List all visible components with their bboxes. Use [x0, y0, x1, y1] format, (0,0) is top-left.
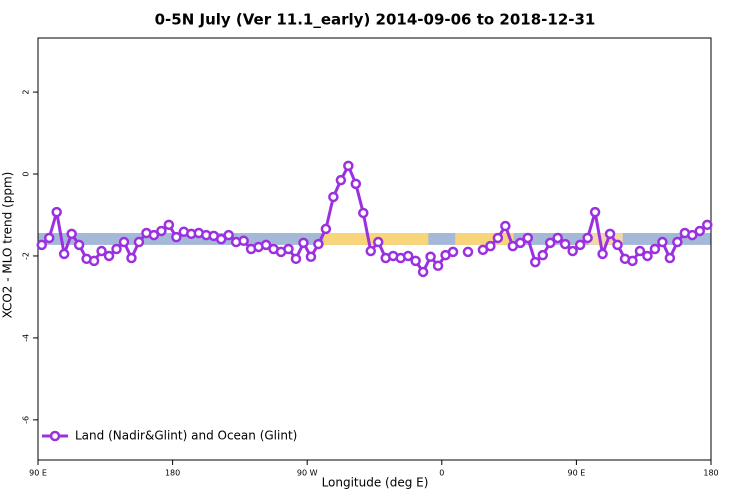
band-segment [588, 233, 623, 245]
data-point [530, 256, 541, 268]
data-point [485, 240, 496, 252]
data-point [313, 238, 324, 250]
data-point [582, 232, 593, 244]
y-tick-label: -2 [22, 252, 31, 260]
data-point [574, 239, 586, 251]
data-point [642, 250, 653, 262]
legend-marker [49, 430, 61, 442]
data-point [522, 232, 534, 244]
x-tick-label: 90 E [29, 469, 47, 478]
data-point [604, 228, 616, 240]
data-point [567, 245, 578, 257]
data-point [118, 236, 130, 248]
y-tick-label: -6 [22, 416, 31, 424]
data-point [260, 239, 272, 251]
data-point [350, 178, 362, 190]
data-point [694, 225, 706, 237]
data-point [111, 243, 122, 255]
data-point [148, 229, 160, 241]
data-point [657, 236, 668, 248]
data-point [238, 235, 249, 247]
data-point [58, 248, 70, 260]
data-point [664, 252, 676, 264]
data-point [432, 260, 444, 272]
data-point [627, 255, 638, 267]
data-point [687, 229, 698, 241]
data-point [223, 229, 234, 241]
x-tick-label: 180 [703, 469, 718, 478]
data-point [597, 248, 608, 260]
data-point [410, 255, 421, 267]
data-point [559, 238, 571, 250]
data-point [305, 251, 317, 263]
data-point [133, 236, 145, 248]
data-point [36, 239, 47, 251]
data-point [447, 246, 459, 258]
data-point [358, 207, 369, 219]
data-point [320, 223, 332, 235]
data-point [462, 246, 474, 258]
data-point [66, 228, 77, 240]
x-tick-label: 180 [165, 469, 180, 478]
data-point [335, 174, 347, 186]
x-tick-label: 90 E [568, 469, 586, 478]
data-point [552, 232, 563, 244]
y-tick-label: 0 [22, 171, 31, 176]
data-point [156, 225, 167, 237]
data-point [298, 237, 309, 249]
data-point [328, 191, 339, 203]
data-point [43, 232, 55, 244]
data-point [702, 219, 713, 231]
y-tick-label: -4 [22, 334, 31, 342]
data-point [649, 243, 661, 255]
chart-title: 0-5N July (Ver 11.1_early) 2014-09-06 to… [155, 11, 596, 29]
data-point [215, 233, 227, 245]
band-segment [455, 233, 514, 245]
data-point [589, 206, 601, 218]
y-axis-label: XCO2 - MLO trend (ppm) [1, 172, 15, 319]
data-point [417, 266, 429, 278]
data-point [492, 232, 504, 244]
data-point [88, 255, 100, 267]
data-point [73, 239, 85, 251]
data-point [672, 236, 683, 248]
data-point [612, 239, 623, 251]
series-line [40, 162, 709, 275]
y-tick-label: 2 [22, 90, 31, 95]
data-point [163, 219, 175, 231]
x-tick-label: 90 W [297, 469, 318, 478]
data-point [425, 251, 436, 263]
data-point [343, 160, 354, 172]
data-point [365, 245, 377, 257]
data-point [372, 236, 384, 248]
legend-label: Land (Nadir&Glint) and Ocean (Glint) [75, 429, 297, 443]
x-axis-label: Longitude (deg E) [322, 476, 429, 490]
data-point [290, 253, 302, 265]
data-point [537, 249, 548, 261]
x-tick-label: 0 [439, 469, 444, 478]
data-point [402, 250, 414, 262]
data-point [96, 245, 107, 257]
data-point [171, 231, 182, 243]
data-point [544, 237, 556, 249]
data-point [515, 237, 526, 249]
data-point [126, 252, 137, 264]
data-point [51, 206, 62, 218]
data-point [634, 245, 646, 257]
data-point [283, 243, 294, 255]
data-point [500, 220, 511, 232]
plot-frame [37, 37, 712, 461]
data-point [103, 250, 115, 262]
